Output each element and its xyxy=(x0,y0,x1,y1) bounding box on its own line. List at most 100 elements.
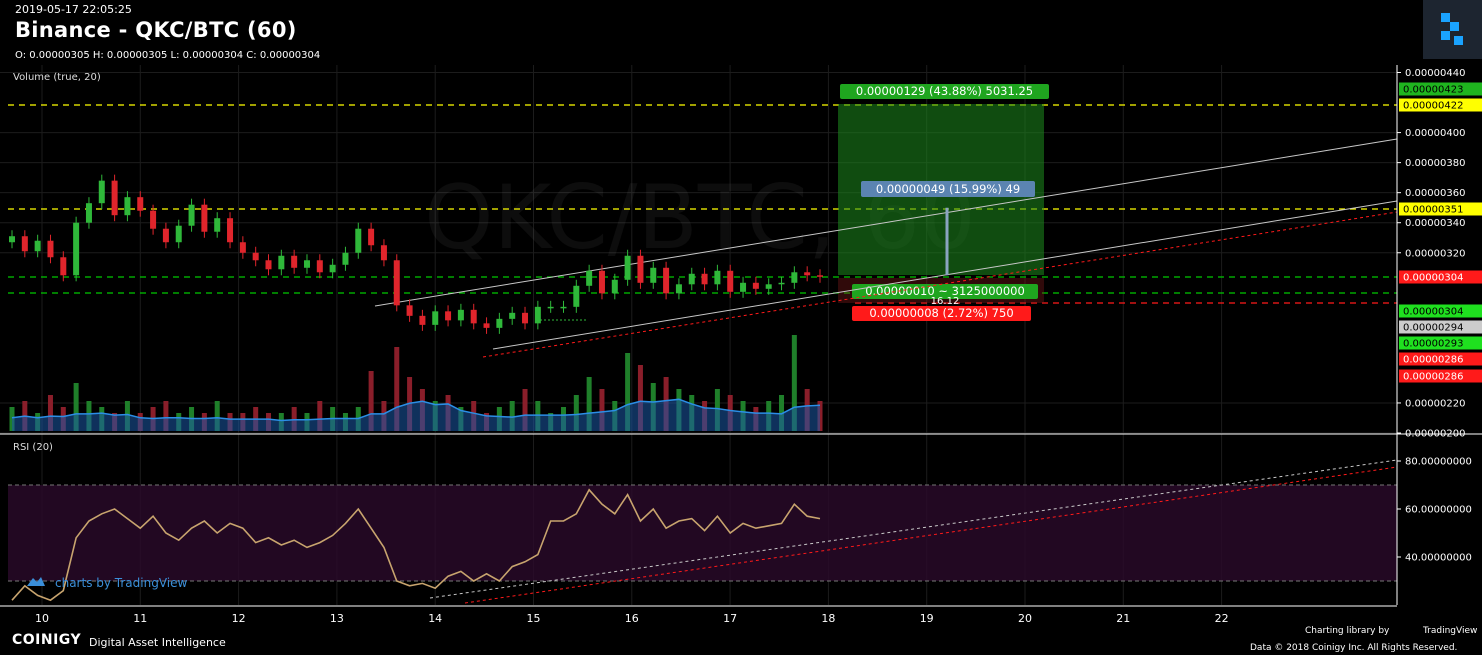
volume-bar xyxy=(586,377,592,431)
candle-body xyxy=(419,315,426,325)
volume-ma-line xyxy=(11,398,821,422)
candle-body xyxy=(98,180,105,204)
candle-body xyxy=(701,273,708,285)
volume-bar xyxy=(522,389,528,431)
price-badge xyxy=(1399,336,1482,350)
volume-bar xyxy=(163,401,169,431)
volume-bar xyxy=(637,365,643,431)
volume-indicator-label[interactable]: Volume (true, 20) xyxy=(13,72,101,83)
x-tick-label: 10 xyxy=(35,612,49,625)
volume-ma-area xyxy=(12,399,820,431)
volume-bar xyxy=(47,395,53,431)
price-badge xyxy=(1399,352,1482,366)
price-badge-label: 0.00000351 xyxy=(1403,205,1463,216)
candle-body xyxy=(740,282,747,292)
chart-axes: 10 11 12 13 14 15 16 17 18 19 20 21 22 0.00000440 0.00… xyxy=(0,65,1482,625)
candle-body xyxy=(650,267,657,283)
candle-body xyxy=(457,309,464,321)
price-badge xyxy=(1399,320,1482,334)
candle-body xyxy=(227,218,234,243)
candle-body xyxy=(765,284,772,289)
candle-body xyxy=(483,323,490,328)
candle-body xyxy=(252,252,259,261)
price-badge-label: 0.00000286 xyxy=(1403,372,1463,383)
candle-body xyxy=(817,275,823,277)
price-tick-label: 0.00000220 xyxy=(1405,398,1465,409)
candle-body xyxy=(175,225,182,243)
rsi-trend-line-red xyxy=(464,466,1398,604)
entry-label: 0.00000010 ~ 3125000000 xyxy=(865,284,1025,298)
price-badge xyxy=(1399,98,1482,112)
x-tick-label: 13 xyxy=(330,612,344,625)
volume-bar xyxy=(73,383,79,431)
candle-body xyxy=(560,306,567,309)
volume-bar xyxy=(214,401,220,431)
x-tick-label: 19 xyxy=(920,612,934,625)
rsi-trend-line xyxy=(429,459,1398,599)
candle-body xyxy=(611,279,618,294)
candle-body xyxy=(791,272,798,283)
candle-body xyxy=(111,180,118,216)
candle-body xyxy=(162,228,169,243)
price-tick-label: 0.00000340 xyxy=(1405,218,1465,229)
rsi-tick-label: 80.00000000 xyxy=(1405,457,1472,468)
stop-label: 0.00000008 (2.72%) 750 xyxy=(869,306,1013,320)
lower-channel-line xyxy=(492,200,1398,350)
rsi-indicator-label[interactable]: RSI (20) xyxy=(13,442,53,453)
price-tick-label: 0.00000380 xyxy=(1405,158,1465,169)
measure-label: 0.00000049 (15.99%) 49 xyxy=(876,182,1020,196)
candle-body xyxy=(329,264,336,273)
candle-body xyxy=(239,242,246,253)
candle-body xyxy=(470,309,477,324)
candle-body xyxy=(303,260,310,268)
price-badge-label: 0.00000304 xyxy=(1403,273,1463,284)
candle-body xyxy=(73,222,80,276)
x-tick-label: 14 xyxy=(428,612,442,625)
price-measure-tool: 0.00000049 (15.99%) 49 xyxy=(861,181,1035,276)
candle-body xyxy=(368,228,375,246)
x-tick-label: 22 xyxy=(1215,612,1229,625)
x-tick-label: 12 xyxy=(232,612,246,625)
candle-body xyxy=(278,255,285,270)
candle-body xyxy=(432,311,439,325)
volume-bar xyxy=(317,401,323,431)
candle-body xyxy=(496,318,503,328)
target-label-bg xyxy=(840,84,1049,99)
coinigy-brand: COINIGY xyxy=(12,632,82,648)
coinigy-logo-icon[interactable] xyxy=(1423,0,1482,59)
rsi-tick-label: 60.00000000 xyxy=(1405,505,1472,516)
candle-body xyxy=(534,306,541,324)
candle-body xyxy=(752,282,759,289)
long-position-tool[interactable]: 0.00000129 (43.88%) 5031.25 0.00000010 ~ … xyxy=(838,84,1049,321)
candle-body xyxy=(714,270,721,285)
candle-body xyxy=(316,260,323,273)
tradingview-credit[interactable]: TradingView xyxy=(1423,626,1478,636)
ohlc-readout: O: 0.00000305 H: 0.00000305 L: 0.0000030… xyxy=(15,50,321,61)
candle-body xyxy=(522,312,529,324)
price-badge-label: 0.00000422 xyxy=(1403,101,1463,112)
candle-body xyxy=(150,210,157,229)
tradingview-watermark-text: charts by TradingView xyxy=(55,576,188,590)
candle-body xyxy=(47,240,54,258)
entry-sub-label: 16.12 xyxy=(931,296,960,307)
volume-bar xyxy=(791,335,797,431)
price-tick-label: 0.00000360 xyxy=(1405,188,1465,199)
candle-body xyxy=(137,197,144,211)
candle-body xyxy=(547,306,554,309)
candle-body xyxy=(21,236,28,252)
rsi-tick-label: 40.00000000 xyxy=(1405,553,1472,564)
candle-body xyxy=(406,305,413,316)
coinigy-tagline: Digital Asset Intelligence xyxy=(89,636,226,649)
price-badge-label: 0.00000423 xyxy=(1403,85,1463,96)
candle-body xyxy=(291,255,298,268)
rsi-pane xyxy=(8,459,1398,604)
price-tick-label: 0.00000400 xyxy=(1405,128,1465,139)
volume-bar xyxy=(291,407,297,431)
candle-body xyxy=(85,203,92,223)
price-tick-label: 0.00000440 xyxy=(1405,68,1465,79)
volume-bar xyxy=(573,395,579,431)
price-badge-label: 0.00000293 xyxy=(1403,339,1463,350)
candle-body xyxy=(34,240,41,252)
tradingview-watermark[interactable]: charts by TradingView xyxy=(27,576,188,590)
